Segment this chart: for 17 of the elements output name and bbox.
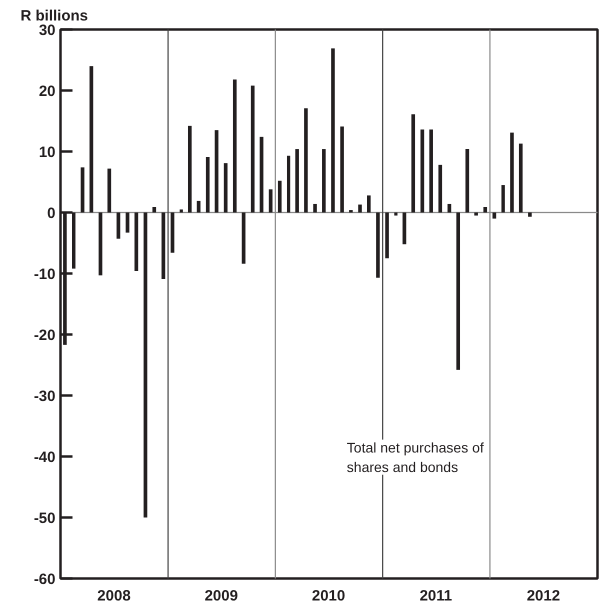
y-tick-label: 20 bbox=[38, 83, 56, 100]
y-tick-label: -30 bbox=[34, 388, 56, 405]
y-tick-label: -20 bbox=[34, 327, 56, 344]
x-tick-label: 2012 bbox=[526, 588, 560, 604]
y-tick-label: -50 bbox=[34, 510, 56, 527]
x-tick-label: 2011 bbox=[420, 588, 452, 604]
y-tick-label: -10 bbox=[34, 266, 56, 283]
x-tick-label: 2010 bbox=[312, 588, 346, 604]
y-tick-label: 0 bbox=[47, 205, 56, 222]
y-tick-label: 30 bbox=[38, 22, 56, 39]
y-tick-label: -60 bbox=[34, 571, 56, 588]
annotation: Total net purchases of shares and bonds bbox=[346, 440, 484, 475]
y-tick-label: -40 bbox=[34, 449, 56, 466]
y-axis-title: R billions bbox=[20, 8, 88, 24]
x-tick-label: 2009 bbox=[204, 588, 238, 604]
y-tick-label: 10 bbox=[38, 144, 56, 161]
x-tick-label: 2008 bbox=[97, 588, 131, 604]
